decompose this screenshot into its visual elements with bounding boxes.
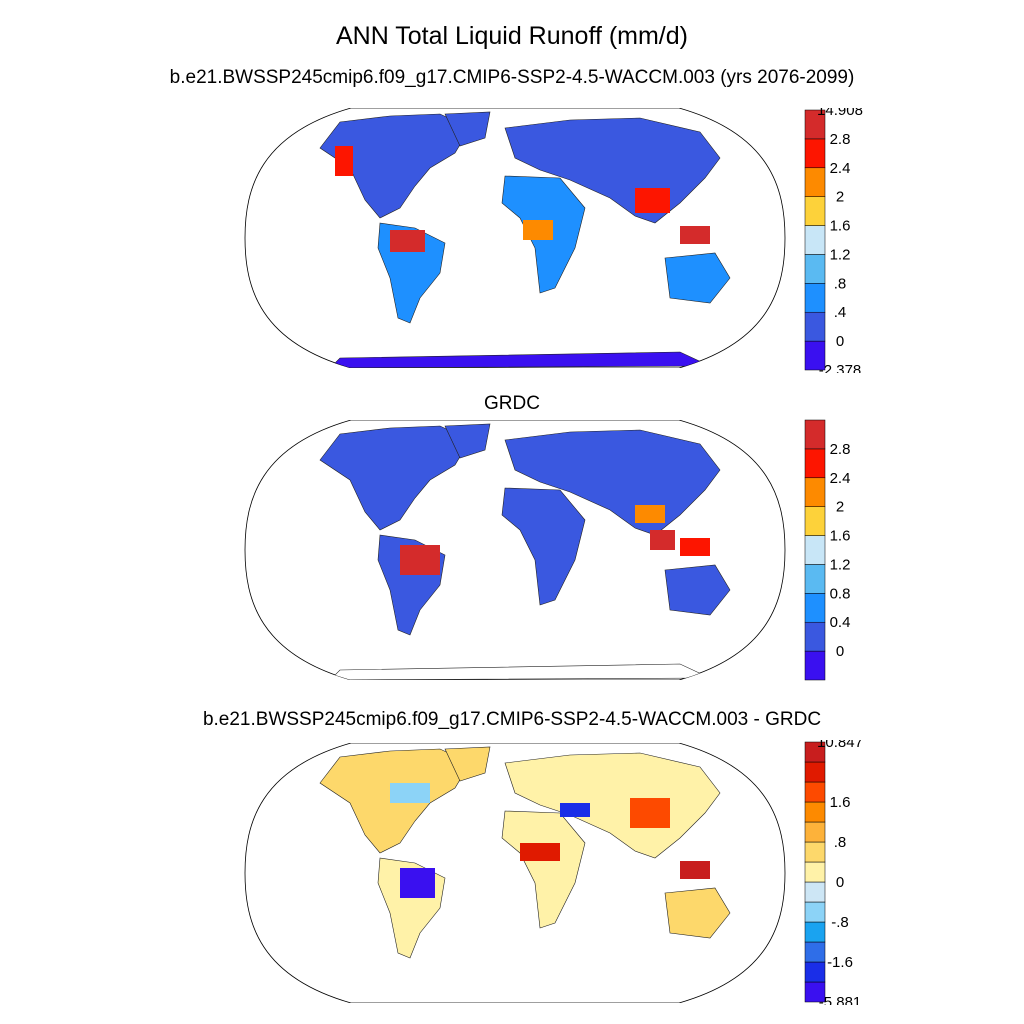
colorbar-box	[804, 821, 826, 843]
colorbar-label: 2	[836, 189, 844, 206]
colorbar-box	[804, 448, 826, 479]
colorbar-label: 0	[836, 333, 844, 350]
colorbar-box	[804, 801, 826, 823]
colorbar-box	[804, 841, 826, 863]
panel-3-title: b.e21.BWSSP245cmip6.f09_g17.CMIP6-SSP2-4…	[202, 709, 822, 730]
north-america	[319, 113, 471, 219]
colorbar-box	[804, 283, 826, 313]
colorbar-label: 14.908	[817, 108, 863, 119]
colorbar-label: 1.6	[830, 218, 851, 235]
colorbar-label: 0.4	[830, 614, 851, 631]
colorbar-box	[804, 961, 826, 983]
figure-title: ANN Total Liquid Runoff (mm/d)	[335, 22, 688, 50]
colorbar-label: 1.2	[830, 246, 851, 263]
colorbar-box	[804, 781, 826, 803]
colorbar-label: 2.8	[830, 441, 851, 458]
panel-1-title: b.e21.BWSSP245cmip6.f09_g17.CMIP6-SSP2-4…	[169, 67, 855, 88]
panel-2-map	[244, 420, 786, 680]
colorbar-box	[804, 254, 826, 284]
colorbar-label: 1.6	[830, 794, 851, 811]
colorbar-box	[804, 311, 826, 342]
colorbar-label: .8	[834, 275, 847, 292]
colorbar-box	[804, 109, 826, 140]
colorbar-label: -5.881	[819, 994, 862, 1005]
colorbar-label: 10.847	[817, 740, 863, 751]
colorbar-box	[804, 881, 826, 903]
colorbar-box	[804, 477, 826, 507]
panel-2-title: GRDC	[484, 393, 540, 414]
colorbar-box	[804, 564, 826, 594]
colorbar-label: 1.2	[830, 556, 851, 573]
colorbar-box	[804, 506, 826, 536]
panel-2-colorbar: 0 0.4 0.8 1.2 1.6 2 2.4 2.8	[804, 419, 851, 681]
colorbar-label: 2.8	[830, 131, 851, 148]
colorbar-box	[804, 419, 826, 450]
colorbar-box	[804, 621, 826, 652]
greenland	[444, 111, 491, 147]
colorbar-box	[804, 535, 826, 565]
colorbar-label: 2.4	[830, 160, 851, 177]
colorbar-box	[804, 650, 826, 681]
colorbar-box	[804, 861, 826, 883]
colorbar-label: -.8	[831, 914, 849, 931]
colorbar-label: -1.6	[827, 954, 853, 971]
colorbar-label: 2.4	[830, 470, 851, 487]
colorbar-box	[804, 761, 826, 783]
colorbar-box	[804, 225, 826, 255]
colorbar-label: 2	[836, 499, 844, 516]
colorbar-label: 0.8	[830, 585, 851, 602]
colorbar-box	[804, 593, 826, 623]
colorbar-label: .4	[834, 304, 847, 321]
colorbar-label: 1.6	[830, 528, 851, 545]
panel-1-colorbar: -2.378 0 .4 .8 1.2 1.6 2 2.4 2.8 14.908	[804, 108, 863, 373]
australia	[664, 252, 731, 304]
panel-3-map	[244, 743, 786, 1003]
colorbar-box	[804, 138, 826, 169]
colorbar-box	[804, 196, 826, 226]
colorbar-box	[804, 901, 826, 923]
colorbar-box	[804, 921, 826, 943]
colorbar-box	[804, 941, 826, 963]
panel-3-colorbar: -5.881 -1.6 -.8 0 .8 1.6 10.847	[804, 740, 863, 1005]
colorbar-box	[804, 741, 826, 763]
colorbar-label: 0	[836, 643, 844, 660]
colorbar-label: -2.378	[819, 362, 862, 373]
panel-1-map	[244, 108, 786, 368]
colorbar-label: 0	[836, 874, 844, 891]
colorbar-label: .8	[834, 834, 847, 851]
colorbar-box	[804, 167, 826, 197]
